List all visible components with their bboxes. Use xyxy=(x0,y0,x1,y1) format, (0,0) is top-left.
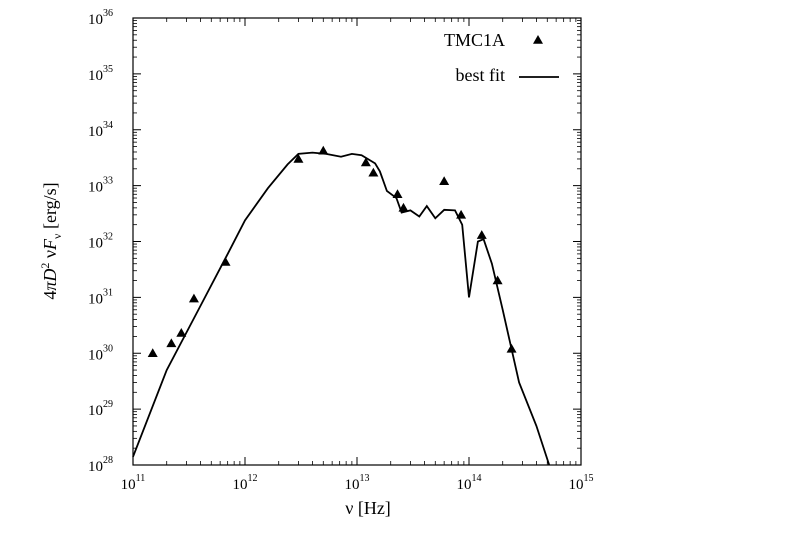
data-point-marker xyxy=(398,202,409,212)
data-points xyxy=(147,145,517,357)
data-point-marker xyxy=(147,348,158,357)
x-tick-label: 1014 xyxy=(457,473,482,493)
x-tick-label: 1011 xyxy=(121,473,146,493)
legend-label: best fit xyxy=(456,65,506,85)
y-tick-label: 1031 xyxy=(88,287,113,307)
y-tick-label: 1035 xyxy=(88,64,113,84)
data-point-marker xyxy=(220,256,231,266)
data-point-marker xyxy=(439,176,450,185)
plot-frame xyxy=(132,17,582,466)
data-point-marker xyxy=(188,293,199,303)
data-point-marker xyxy=(368,167,379,177)
y-tick-label: 1033 xyxy=(88,176,113,196)
x-tick-group: 1011 1012 1013 1014 1015 xyxy=(121,18,594,493)
x-tick-label: 1015 xyxy=(569,473,594,493)
data-point-marker xyxy=(506,343,517,353)
legend: TMC1A best fit xyxy=(444,30,559,85)
data-point-marker xyxy=(456,209,467,219)
x-axis-title: ν [Hz] xyxy=(345,498,391,518)
legend-label: TMC1A xyxy=(444,30,505,50)
data-point-marker xyxy=(176,328,187,337)
y-tick-label: 1034 xyxy=(88,120,113,140)
data-point-marker xyxy=(476,230,487,239)
x-tick-label: 1013 xyxy=(345,473,370,493)
data-point-marker xyxy=(293,153,304,163)
data-point-marker xyxy=(492,275,503,285)
y-tick-group: 1028 1029 1030 1031 1032 1033 1034 1035 1036 xyxy=(88,8,581,475)
y-tick-label: 1032 xyxy=(88,232,113,252)
x-tick-label: 1012 xyxy=(233,473,258,493)
y-tick-label: 1029 xyxy=(88,399,113,419)
data-point-marker xyxy=(392,189,403,199)
legend-triangle-marker xyxy=(533,35,543,44)
data-point-marker xyxy=(166,338,177,348)
y-tick-label: 1036 xyxy=(88,8,113,28)
data-point-marker xyxy=(360,157,371,167)
y-tick-label: 1030 xyxy=(88,343,113,363)
y-tick-label: 1028 xyxy=(88,455,113,475)
data-point-marker xyxy=(318,145,329,155)
y-axis-title: 4πD2 νFν [erg/s] xyxy=(38,182,64,299)
best-fit-line xyxy=(132,151,551,466)
